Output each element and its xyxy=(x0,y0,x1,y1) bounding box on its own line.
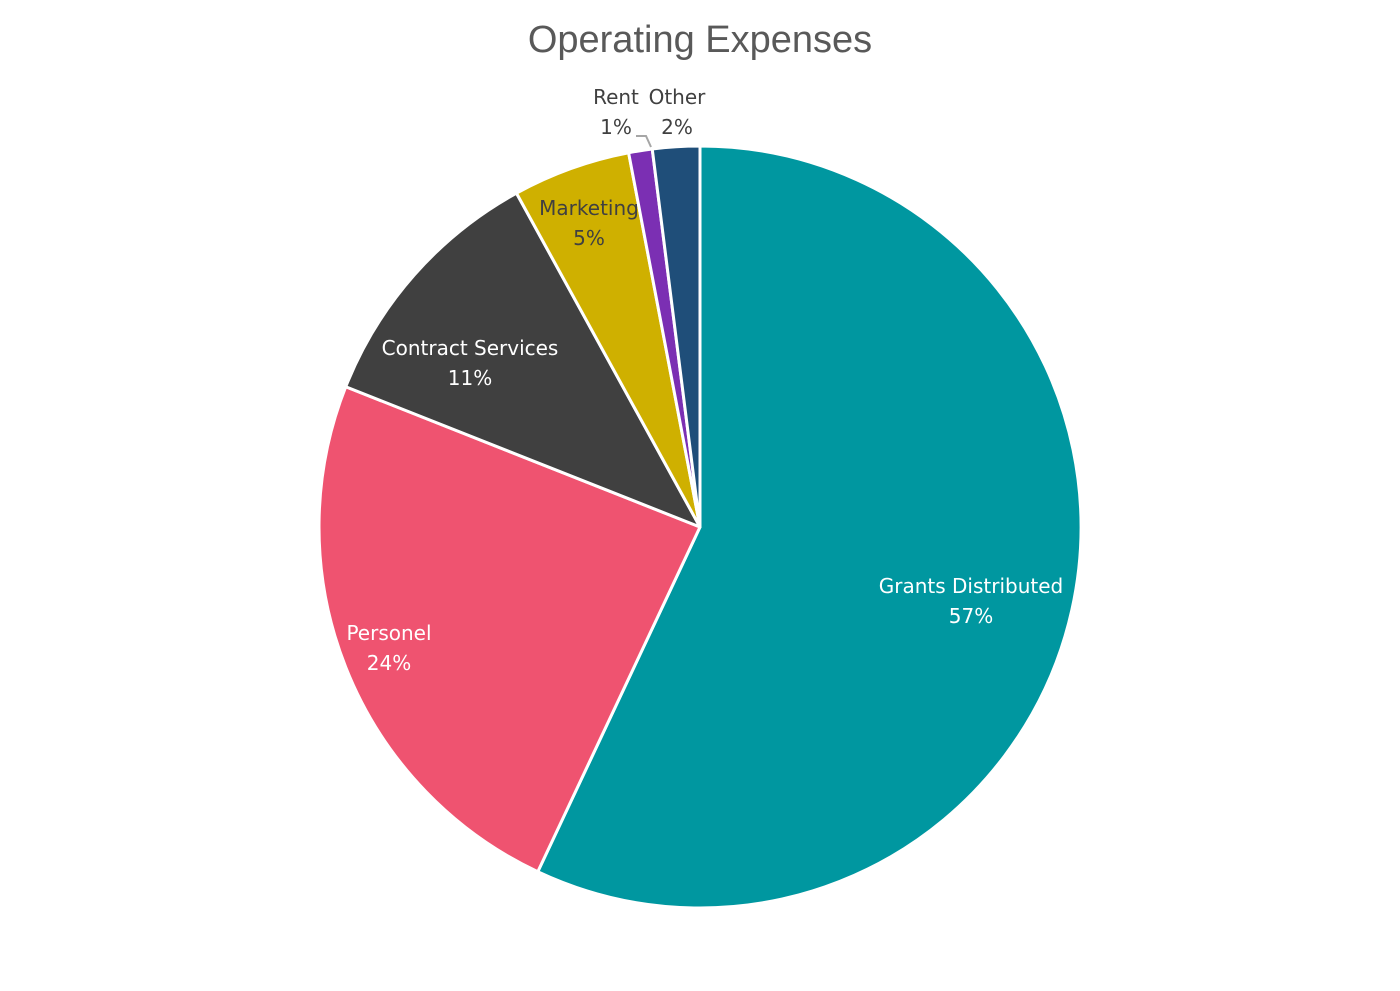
slice-category-grants-distributed: Grants Distributed xyxy=(879,574,1063,598)
slice-percent-marketing: 5% xyxy=(573,226,605,250)
leader-line-rent xyxy=(636,135,652,148)
slice-category-personel: Personel xyxy=(346,621,431,645)
slice-label-rent: Rent 1% xyxy=(593,85,639,139)
slice-percent-grants-distributed: 57% xyxy=(949,604,993,628)
slice-percent-personel: 24% xyxy=(367,651,411,675)
slice-label-personel: Personel 24% xyxy=(346,621,431,675)
slice-grants-distributed xyxy=(536,144,1083,910)
chart-title: Operating Expenses xyxy=(528,19,872,61)
slice-other xyxy=(650,144,702,529)
slice-category-rent: Rent xyxy=(593,85,639,109)
slice-personel xyxy=(317,385,702,874)
slice-label-other: Other 2% xyxy=(649,85,707,139)
pie-slices xyxy=(317,144,1083,910)
slice-labels: Grants Distributed 57% Personel 24% Contract… xyxy=(346,85,1063,675)
leader-lines xyxy=(636,135,652,148)
slice-contract-services xyxy=(344,191,702,529)
slice-category-other: Other xyxy=(649,85,707,109)
slice-label-grants-distributed: Grants Distributed 57% xyxy=(879,574,1063,628)
slice-percent-rent: 1% xyxy=(600,115,632,139)
slice-category-contract-services: Contract Services xyxy=(382,336,559,360)
slice-percent-contract-services: 11% xyxy=(448,366,492,390)
slice-percent-other: 2% xyxy=(661,115,693,139)
slice-category-marketing: Marketing xyxy=(539,196,639,220)
slice-label-contract-services: Contract Services 11% xyxy=(382,336,559,390)
slice-label-marketing: Marketing 5% xyxy=(539,196,639,250)
